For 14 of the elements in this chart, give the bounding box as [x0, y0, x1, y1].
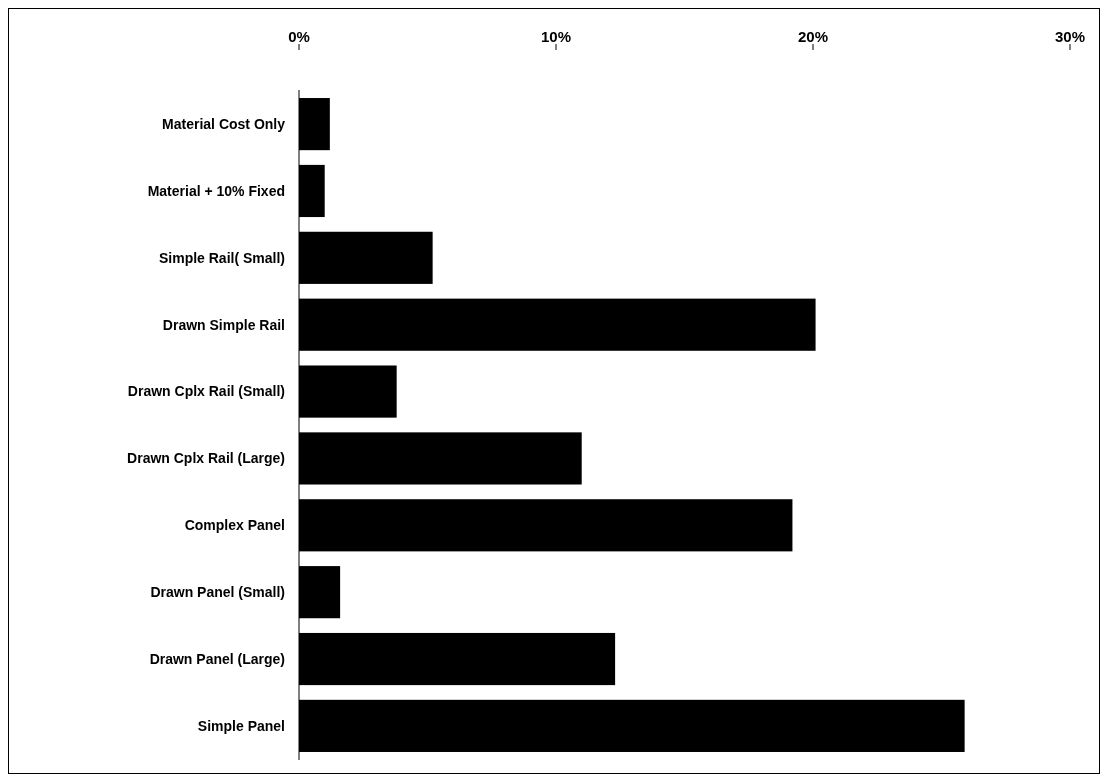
- y-tick-label: Drawn Panel (Large): [149, 650, 285, 667]
- y-tick-label: Material + 10% Fixed: [147, 182, 285, 199]
- y-tick-label: Complex Panel: [184, 517, 285, 534]
- x-tick-label: 20%: [797, 28, 829, 45]
- y-tick-label: Drawn Panel (Small): [150, 584, 285, 601]
- y-tick-label: Drawn Simple Rail: [162, 316, 285, 333]
- y-tick-label: Drawn Cplx Rail (Small): [127, 383, 285, 400]
- y-tick-label: Simple Rail( Small): [158, 249, 285, 266]
- x-tick-label: 10%: [540, 28, 572, 45]
- x-tick-label: 30%: [1054, 28, 1086, 45]
- y-tick-label: Simple Panel: [197, 717, 285, 734]
- x-tick-label: 0%: [288, 28, 310, 45]
- y-tick-label: Drawn Cplx Rail (Large): [127, 450, 285, 467]
- y-tick-label: Material Cost Only: [162, 116, 286, 132]
